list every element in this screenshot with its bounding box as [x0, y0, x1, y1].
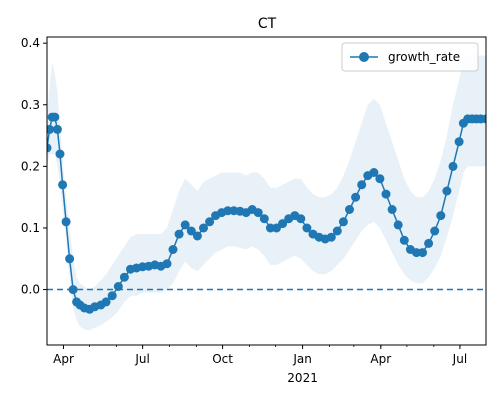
data-point — [442, 186, 452, 196]
data-point — [55, 149, 65, 159]
x-tick-label: Oct — [212, 352, 233, 366]
data-point — [399, 235, 409, 245]
data-point — [107, 291, 117, 301]
y-tick-label: 0.0 — [21, 283, 40, 297]
data-point — [47, 143, 52, 153]
data-point — [68, 285, 78, 295]
data-point — [332, 226, 342, 236]
data-point — [375, 174, 385, 184]
data-point — [381, 189, 391, 199]
data-point — [481, 114, 486, 124]
y-tick-label: 0.1 — [21, 221, 40, 235]
data-point — [47, 124, 55, 134]
data-point — [430, 226, 440, 236]
data-point — [253, 208, 263, 218]
legend-label: growth_rate — [388, 50, 460, 64]
data-point — [180, 220, 190, 230]
chart-title: CT — [258, 16, 277, 32]
data-point — [345, 205, 354, 214]
data-point — [357, 180, 367, 190]
plot-content — [47, 55, 486, 331]
data-point — [387, 205, 397, 214]
data-point — [436, 211, 446, 221]
y-tick-label: 0.4 — [21, 36, 40, 50]
data-point — [101, 297, 111, 307]
data-point — [58, 180, 68, 190]
data-point — [326, 232, 336, 242]
data-point — [278, 219, 288, 229]
y-tick-label: 0.2 — [21, 159, 40, 173]
data-point — [296, 214, 306, 224]
legend: growth_rate — [341, 42, 479, 72]
data-point — [199, 223, 208, 233]
data-point — [52, 124, 62, 134]
data-point — [113, 282, 123, 291]
x-tick-label: Apr — [53, 352, 74, 366]
data-point — [186, 226, 196, 236]
data-point — [259, 214, 269, 224]
data-point — [119, 272, 129, 282]
x-tick-label: Apr — [370, 352, 391, 366]
x-tick-label: Jul — [452, 352, 467, 366]
data-point — [65, 254, 75, 264]
data-point — [351, 192, 361, 202]
data-point — [424, 238, 434, 248]
data-point — [162, 259, 172, 269]
data-point — [369, 168, 379, 177]
data-point — [205, 217, 215, 227]
data-point — [338, 217, 348, 227]
x-tick-label: Jan — [292, 352, 312, 366]
data-point — [174, 229, 184, 239]
legend-marker-swatch — [359, 52, 369, 62]
data-point — [50, 112, 60, 122]
y-tick-label: 0.3 — [21, 98, 40, 112]
data-point — [192, 231, 202, 241]
x-axis-year-label: 2021 — [287, 371, 318, 385]
axes-frame — [46, 36, 487, 346]
legend-box — [341, 42, 479, 72]
data-point — [302, 223, 312, 233]
data-point — [418, 248, 427, 258]
data-point — [393, 220, 403, 230]
data-point — [454, 137, 464, 147]
data-point — [448, 161, 458, 171]
plot-area: 0.0 0.1 0.2 0.3 0.4 Apr Jul Oct Jan Apr Jul — [21, 36, 487, 366]
data-point — [168, 245, 178, 254]
x-tick-label: Jul — [134, 352, 149, 366]
data-point — [61, 217, 71, 227]
